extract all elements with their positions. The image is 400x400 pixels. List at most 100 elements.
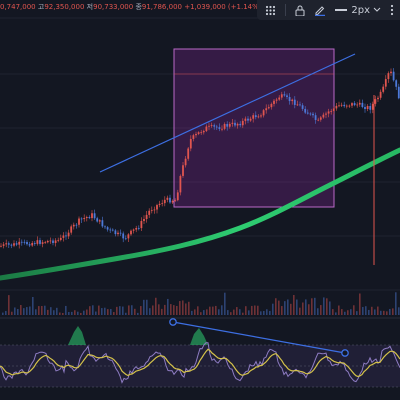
- candle-body: [215, 126, 218, 128]
- candle-body: [171, 200, 174, 203]
- moving-average-line[interactable]: [0, 147, 400, 281]
- candlesticks[interactable]: [0, 68, 400, 249]
- candle-body: [46, 240, 49, 243]
- chevron-down-icon: [373, 7, 381, 12]
- rsi-pane[interactable]: [0, 326, 400, 388]
- candle-body: [117, 232, 119, 235]
- candle-body: [296, 104, 299, 106]
- candle-body: [75, 224, 78, 226]
- volume-bar: [143, 299, 145, 315]
- candle-body: [291, 99, 294, 102]
- candle-body: [356, 104, 359, 106]
- candle-body: [85, 217, 88, 219]
- volume-bar: [335, 312, 337, 315]
- candle-body: [379, 91, 382, 98]
- candle-body: [52, 240, 54, 243]
- high-label: 고: [37, 3, 45, 11]
- volume-bar: [371, 306, 373, 315]
- candle-body: [200, 132, 203, 134]
- candle-body: [28, 244, 31, 246]
- candle-body: [161, 203, 164, 204]
- candle-body: [221, 128, 223, 130]
- candle-body: [384, 79, 387, 87]
- volume-bar: [215, 305, 217, 315]
- candle-body: [187, 148, 190, 159]
- volume-bar: [44, 305, 46, 315]
- candle-body: [364, 106, 366, 109]
- pencil-icon[interactable]: [314, 4, 326, 16]
- volume-bar: [275, 298, 277, 315]
- candle-body: [96, 218, 99, 222]
- candle-body: [122, 233, 125, 239]
- volume-bar: [83, 310, 85, 315]
- more-icon[interactable]: [390, 4, 394, 16]
- candle-body: [353, 103, 356, 106]
- candle-body: [93, 213, 96, 219]
- lock-icon[interactable]: [295, 5, 305, 16]
- candle-body: [340, 104, 343, 106]
- candle-body: [267, 107, 270, 109]
- candle-body: [205, 126, 208, 131]
- candle-body: [59, 237, 62, 240]
- candle-body: [309, 113, 312, 115]
- candle-body: [223, 124, 226, 129]
- candle-body: [252, 115, 255, 119]
- grid-icon[interactable]: [265, 5, 276, 16]
- candle-body: [57, 239, 60, 241]
- volume-bar: [53, 310, 55, 315]
- candle-body: [15, 243, 18, 245]
- candle-body: [7, 243, 10, 245]
- candle-body: [83, 218, 86, 220]
- trendline-handle-start[interactable]: [169, 318, 177, 326]
- candle-body: [301, 105, 304, 109]
- volume-bar: [389, 308, 391, 315]
- volume-bar: [203, 310, 205, 315]
- volume-bar: [344, 311, 346, 315]
- volume-bar: [368, 309, 370, 315]
- candle-body: [280, 94, 283, 98]
- candle-body: [143, 218, 145, 222]
- candle-body: [286, 95, 288, 98]
- candle-body: [36, 240, 39, 244]
- volume-bar: [38, 306, 40, 315]
- candle-body: [312, 113, 314, 116]
- volume-bar: [398, 307, 400, 315]
- drawing-toolbar: 2px: [257, 0, 400, 20]
- volume-bar: [383, 310, 385, 315]
- rsi-trendline[interactable]: [172, 321, 346, 354]
- candle-body: [119, 232, 122, 234]
- volume-bar: [227, 310, 229, 315]
- selection-box[interactable]: [173, 48, 335, 208]
- volume-bar: [8, 295, 10, 315]
- candle-body: [288, 97, 291, 102]
- candle-body: [127, 234, 130, 239]
- candle-body: [236, 123, 239, 126]
- candle-body: [254, 115, 257, 118]
- low-value: 90,733,000: [93, 3, 134, 11]
- candle-body: [106, 227, 109, 230]
- candle-body: [49, 240, 52, 242]
- line-width-button[interactable]: 2px: [335, 5, 381, 16]
- candle-body: [54, 240, 57, 243]
- volume-bar: [170, 304, 172, 315]
- volume-bar: [32, 296, 34, 315]
- volume-bar: [254, 305, 256, 315]
- volume-bar: [122, 306, 124, 315]
- prev-value: 0,747,000: [0, 3, 36, 11]
- trendline-handle-end[interactable]: [341, 349, 349, 357]
- volume-bar: [308, 304, 310, 315]
- volume-bar: [149, 308, 151, 315]
- trendline[interactable]: [99, 53, 356, 173]
- candle-body: [65, 235, 67, 237]
- candle-body: [2, 244, 5, 246]
- candle-body: [163, 199, 166, 204]
- candle-body: [387, 73, 390, 80]
- volume-bar: [260, 311, 262, 315]
- candle-body: [293, 99, 296, 105]
- candle-body: [39, 240, 41, 244]
- volume-bar: [101, 308, 103, 315]
- candle-body: [101, 220, 104, 227]
- volume-bar: [239, 309, 241, 315]
- volume-bar: [89, 306, 91, 315]
